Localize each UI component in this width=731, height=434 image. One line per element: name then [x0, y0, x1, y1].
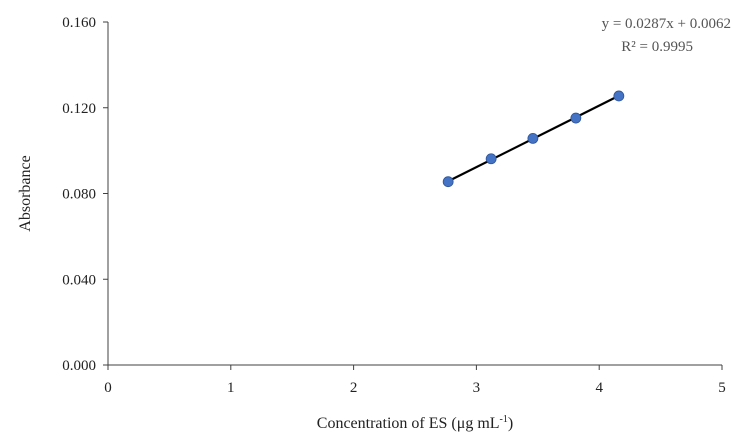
data-point [442, 176, 454, 188]
x-axis-title-tail: ) [508, 415, 513, 432]
x-axis-title-sup: -1 [500, 414, 508, 425]
y-tick-label: 0.160 [62, 15, 96, 31]
data-point [570, 112, 582, 124]
equation-label: y = 0.0287x + 0.0062 [602, 16, 731, 32]
x-tick-labels: 0 1 2 3 4 5 [104, 380, 726, 396]
axes [107, 22, 722, 366]
y-tick-label: 0.120 [62, 101, 96, 117]
x-tick-label: 4 [595, 380, 603, 396]
data-points [442, 90, 625, 188]
x-tick-label: 3 [473, 380, 481, 396]
data-point [527, 133, 539, 144]
x-tick-label: 0 [104, 380, 112, 396]
r-squared-label: R² = 0.9995 [621, 39, 693, 55]
x-tick-label: 5 [718, 380, 726, 396]
y-tick-label: 0.040 [62, 272, 96, 288]
x-axis-title: Concentration of ES (μg mL-1) [317, 414, 513, 432]
y-tick-label: 0.080 [62, 187, 96, 203]
y-tick-labels: 0.000 0.040 0.080 0.120 0.160 [62, 15, 96, 374]
x-tick-label: 2 [350, 380, 358, 396]
x-tick-label: 1 [227, 380, 235, 396]
x-axis-title-main: Concentration of ES (μg mL [317, 415, 500, 432]
data-point [485, 153, 497, 165]
tick-marks [103, 21, 723, 370]
data-point [613, 90, 625, 102]
y-axis-title: Absorbance [17, 155, 34, 231]
y-tick-label: 0.000 [62, 358, 96, 374]
